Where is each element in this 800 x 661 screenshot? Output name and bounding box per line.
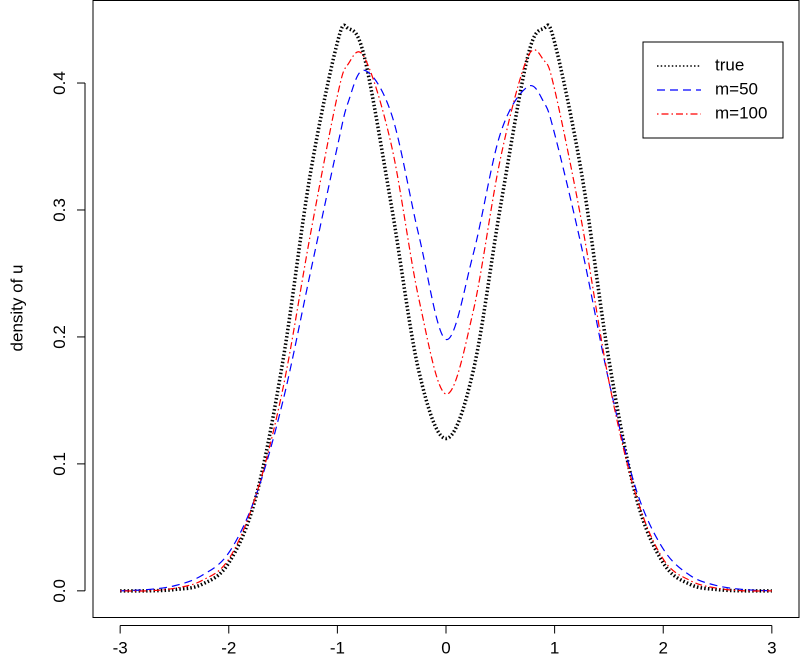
x-tick-label: -1 [330, 639, 345, 657]
y-tick-label: 0.3 [50, 198, 69, 222]
legend-label: true [715, 55, 744, 74]
x-tick-label: -3 [113, 639, 128, 657]
x-tick-label: 3 [767, 639, 776, 657]
series-line [120, 49, 772, 592]
legend-label: m=50 [715, 79, 758, 98]
y-tick-label: 0.4 [50, 71, 69, 95]
x-tick-label: 0 [441, 639, 450, 657]
x-tick-label: -2 [221, 639, 236, 657]
y-axis-label: density of u [7, 265, 26, 352]
x-tick-label: 1 [550, 639, 559, 657]
legend-box [642, 41, 784, 139]
x-tick-label: 2 [658, 639, 667, 657]
y-tick-label: 0.0 [50, 579, 69, 603]
legend-label: m=100 [715, 103, 767, 122]
plot-frame [92, 0, 800, 618]
y-tick-label: 0.2 [50, 325, 69, 349]
series-line [120, 69, 772, 592]
y-tick-label: 0.1 [50, 452, 69, 476]
